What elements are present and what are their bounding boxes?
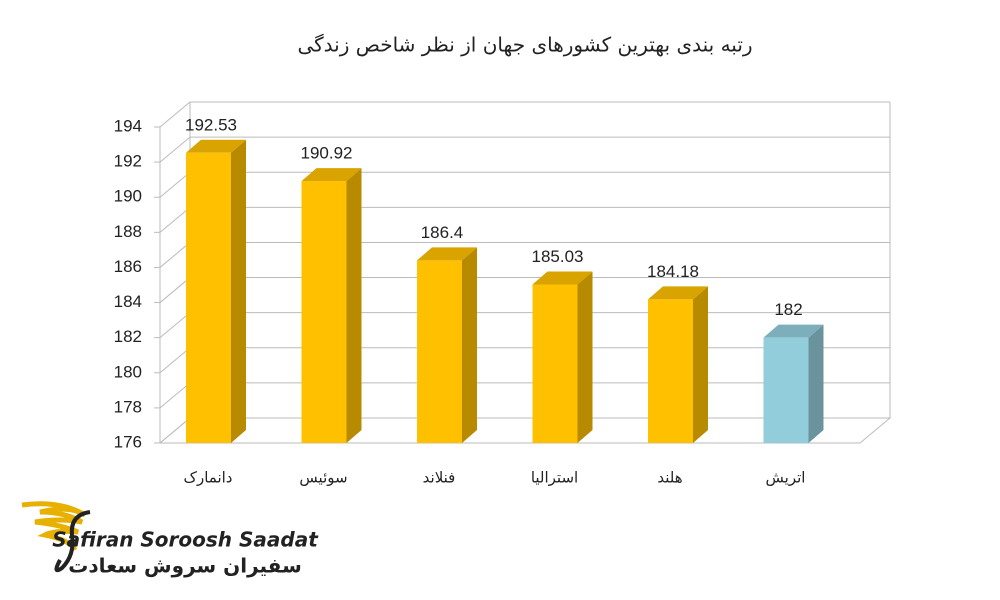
- bar: [763, 337, 809, 443]
- bar-top: [186, 139, 246, 153]
- bar: [417, 260, 462, 443]
- y-tick-label: 186: [114, 257, 142, 276]
- grid-line: [159, 136, 191, 163]
- value-label: 184.18: [647, 262, 699, 281]
- y-tick-label: 182: [114, 327, 142, 346]
- value-label: 190.92: [301, 144, 353, 163]
- logo-text: سفیران سروش سعادت: [68, 554, 302, 578]
- grid-line: [159, 347, 191, 374]
- x-tick-label: فنلاند: [423, 469, 456, 487]
- bar-side: [693, 286, 708, 443]
- x-tick-label: سوئیس: [299, 469, 347, 487]
- y-tick-label: 194: [114, 116, 142, 135]
- value-label: 192.53: [185, 115, 237, 134]
- x-tick-label: دانمارک: [184, 469, 233, 487]
- bar-top: [532, 271, 593, 285]
- chart-title: رتبه بندی بهترین کشورهای جهان از نظر شاخ…: [297, 33, 752, 57]
- value-label: 185.03: [532, 247, 584, 266]
- x-tick-label: اتریش: [766, 469, 806, 487]
- y-tick-label: 180: [114, 362, 142, 381]
- y-tick-label: 184: [114, 292, 142, 311]
- x-tick-label: استرالیا: [531, 469, 578, 487]
- grid-line: [159, 312, 191, 339]
- logo-text: Safiran Soroosh Saadat: [52, 528, 319, 552]
- bar: [532, 284, 578, 443]
- logo-mark: [54, 510, 91, 573]
- bar: [648, 299, 693, 443]
- bar-top: [648, 286, 708, 300]
- grid-line: [159, 101, 191, 128]
- grid-line: [159, 382, 191, 409]
- value-label: 182: [774, 300, 802, 319]
- y-tick-label: 188: [114, 222, 142, 241]
- x-tick-label: هلند: [657, 469, 682, 487]
- bar: [301, 181, 347, 443]
- bar-side: [808, 324, 824, 443]
- logo: Safiran Soroosh Saadat سفیران سروش سعادت: [21, 501, 319, 578]
- bar-top: [763, 324, 824, 338]
- bar-side: [577, 271, 593, 443]
- grid-line: [159, 242, 191, 268]
- grid-line: [159, 417, 191, 444]
- value-label: 186.4: [421, 223, 464, 242]
- y-tick-label: 176: [114, 432, 142, 451]
- y-tick-label: 178: [114, 397, 142, 416]
- bar-side: [346, 168, 362, 443]
- bar-top: [417, 247, 477, 261]
- grid-line: [159, 171, 191, 198]
- grid-line: [159, 206, 191, 233]
- bar-side: [231, 139, 246, 443]
- grid-line: [159, 277, 191, 303]
- bar-top: [301, 168, 362, 182]
- bar: [186, 152, 231, 443]
- y-tick-label: 192: [114, 152, 142, 171]
- bar-side: [462, 247, 477, 443]
- y-tick-label: 190: [114, 187, 142, 206]
